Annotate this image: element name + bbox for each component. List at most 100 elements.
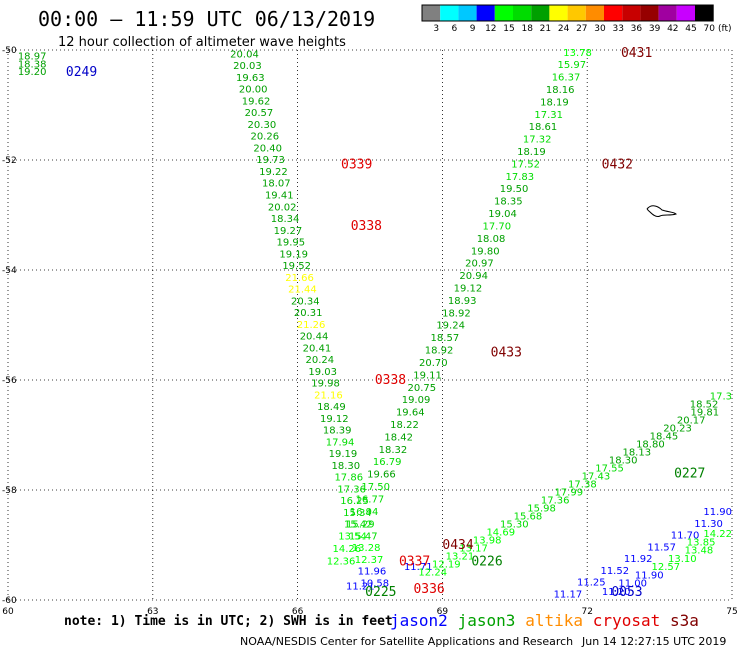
colorbar-swatch [494, 5, 513, 21]
track-value: 15.68 [514, 512, 543, 523]
colorbar-swatch [604, 5, 623, 21]
pass-time-label: 0227 [674, 467, 705, 482]
pass-time-label: 0336 [413, 582, 444, 597]
track-value: 20.57 [245, 108, 274, 119]
y-tick-label: -56 [2, 376, 17, 386]
track-value: 18.07 [262, 179, 291, 190]
track-value: 18.49 [317, 402, 346, 413]
track-value: 12.36 [327, 557, 356, 568]
track-value: 11.52 [600, 566, 629, 577]
track-value: 16.79 [373, 457, 402, 468]
track-value: 15.34 [343, 508, 372, 519]
x-tick-label: 75 [726, 607, 737, 617]
track-value: 13.17 [459, 544, 488, 555]
track-value: 20.75 [407, 383, 436, 394]
track-value: 19.52 [282, 261, 311, 272]
track-value: 17.31 [534, 110, 563, 121]
track-value: 18.97 [18, 52, 47, 63]
track-value: 12.19 [432, 560, 461, 571]
track-value: 18.35 [494, 197, 523, 208]
colorbar-tick-label: 3 [433, 24, 439, 34]
track-value: 15.97 [557, 60, 586, 71]
track-value: 11.17 [554, 590, 583, 601]
track-value: 20.04 [230, 49, 259, 60]
x-tick-label: 60 [2, 607, 14, 617]
track-value: 18.45 [650, 432, 679, 443]
track-value: 19.80 [471, 246, 500, 257]
track-value: 18.39 [323, 426, 352, 437]
track-value: 17.32 [523, 135, 552, 146]
x-tick-label: 69 [437, 607, 449, 617]
colorbar-tick-label: 24 [558, 24, 570, 34]
colorbar-swatch [549, 5, 568, 21]
colorbar: 3 6 9 12 15 18 21 24 27 30 33 36 39 42 45 70 [421, 4, 715, 34]
colorbar-tick-label: 27 [576, 24, 587, 34]
colorbar-swatch [622, 5, 641, 21]
track-value: 18.30 [332, 461, 361, 472]
track-value: 19.04 [488, 209, 517, 220]
track-value: 19.19 [279, 249, 308, 260]
track-value: 11.30 [694, 519, 723, 530]
track-value: 11.20 [602, 587, 631, 598]
track-value: 17.50 [361, 482, 390, 493]
track-value: 14.26 [332, 544, 361, 555]
pass-time-label: 0249 [66, 65, 97, 80]
track-value: 18.93 [448, 296, 477, 307]
colorbar-tick-label: 39 [649, 24, 661, 34]
track-value: 13.48 [685, 546, 714, 557]
track-value: 13.54 [338, 532, 367, 543]
track-value: 20.26 [250, 132, 279, 143]
track-value: 21.44 [288, 285, 317, 296]
track-value: 21.26 [297, 320, 326, 331]
colorbar-swatch [640, 5, 659, 21]
track-value: 11.25 [577, 578, 606, 589]
track-value: 11.90 [635, 570, 664, 581]
track-value: 17.43 [582, 472, 611, 483]
island-outline [646, 205, 677, 217]
track-value: 19.50 [500, 184, 529, 195]
colorbar-tick-label: 6 [452, 24, 458, 34]
footer-credit: NOAA/NESDIS Center for Satellite Applica… [240, 635, 573, 648]
colorbar-swatch [440, 5, 459, 21]
track-value: 13.85 [687, 537, 716, 548]
legend-entry: cryosat [593, 611, 660, 630]
track-value: 11.96 [358, 567, 387, 578]
colorbar-tick-label: 15 [503, 24, 514, 34]
track-value: 19.73 [256, 155, 285, 166]
track-value: 13.78 [563, 48, 592, 59]
track-value: 13.98 [473, 536, 502, 547]
note-text: note: 1) Time is in UTC; 2) SWH is in fe… [64, 614, 393, 629]
track-value: 19.09 [402, 395, 431, 406]
track-value: 18.16 [546, 85, 575, 96]
legend-entry: jason2 [390, 611, 448, 630]
track-value: 20.44 [300, 332, 329, 343]
pass-time-label: 0434 [442, 538, 473, 553]
colorbar-tick-label: 70 [703, 24, 715, 34]
track-value: 18.61 [529, 122, 558, 133]
track-value: 21.16 [314, 390, 343, 401]
pass-time-label: 0431 [621, 46, 652, 61]
colorbar-swatch [458, 5, 477, 21]
track-value: 19.22 [259, 167, 288, 178]
colorbar-unit: (ft) [718, 24, 732, 34]
colorbar-swatch [476, 5, 495, 21]
track-value: 16.37 [552, 73, 581, 84]
legend-entry: altika [525, 611, 583, 630]
pass-time-label: 0339 [341, 157, 372, 172]
colorbar-tick-label: 36 [631, 24, 643, 34]
track-value: 18.92 [425, 346, 454, 357]
pass-time-label: 0432 [602, 157, 633, 172]
x-tick-label: 72 [581, 607, 592, 617]
colorbar-tick-label: 9 [470, 24, 476, 34]
track-value: 18.42 [384, 432, 413, 443]
track-value: 18.08 [477, 234, 506, 245]
track-value: 15.29 [346, 520, 375, 531]
legend-entry: s3a [670, 611, 699, 630]
track-value: 19.64 [396, 408, 425, 419]
track-value: 20.97 [465, 259, 494, 270]
track-value: 20.70 [419, 358, 448, 369]
pass-time-label: 0433 [491, 346, 522, 361]
colorbar-tick-label: 45 [685, 24, 696, 34]
